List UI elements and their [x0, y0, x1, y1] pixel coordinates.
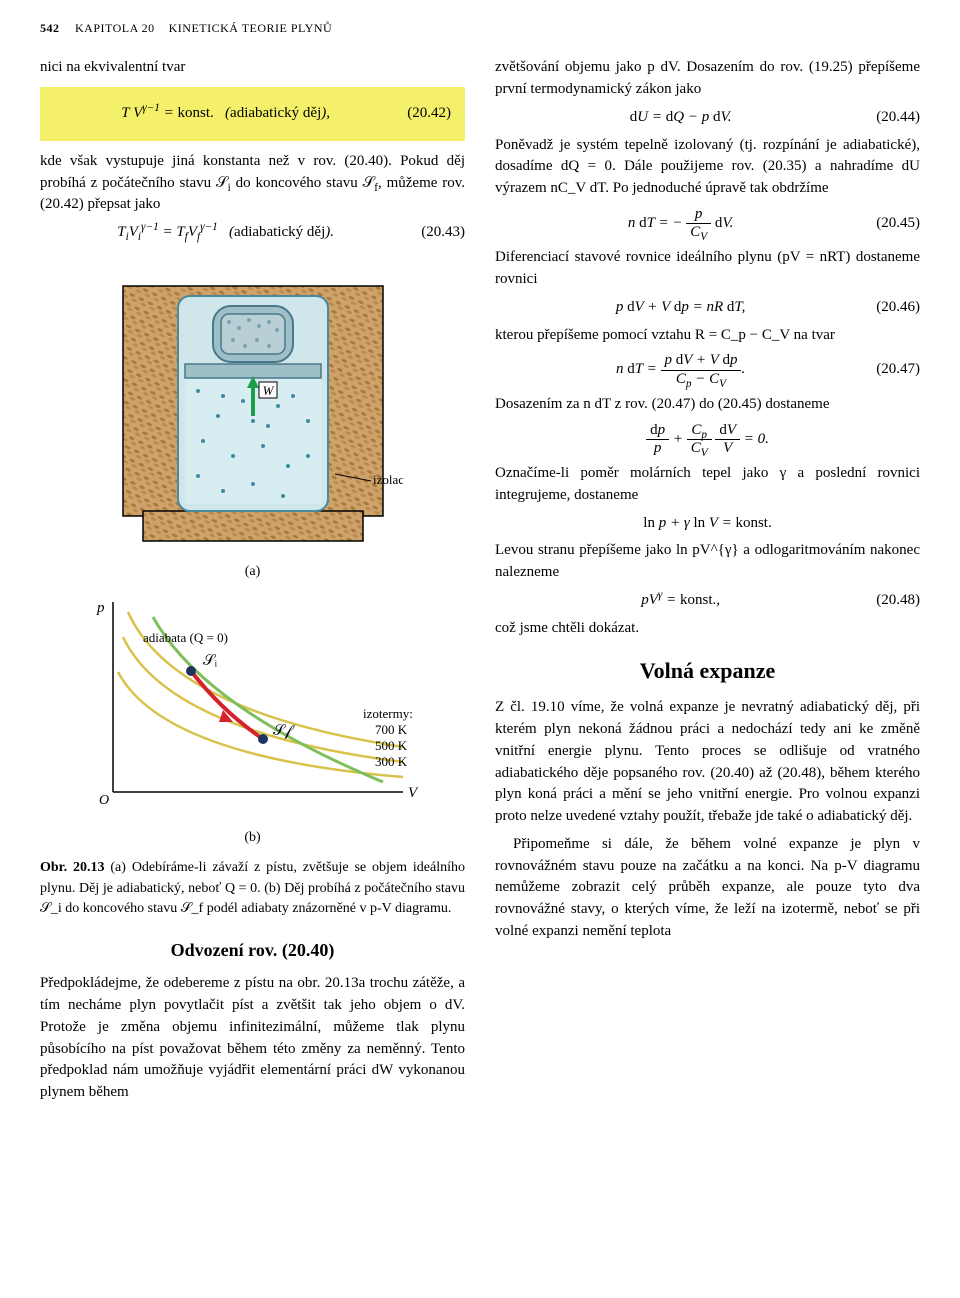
para: nici na ekvivalentní tvar — [40, 57, 465, 79]
para: Z čl. 19.10 víme, že volná expanze je ne… — [495, 697, 920, 828]
chapter-label: KAPITOLA 20 — [75, 21, 155, 35]
iso-700: 700 K — [375, 722, 408, 737]
eq-num: (20.42) — [397, 103, 451, 125]
chapter-title: KINETICKÁ TEORIE PLYNŮ — [169, 21, 333, 35]
axis-V: V — [408, 785, 419, 801]
isotherms-label: izotermy: — [363, 706, 413, 721]
para: Levou stranu přepíšeme jako ln pV^{γ} a … — [495, 540, 920, 584]
para: Předpokládejme, že odebereme z pístu na … — [40, 973, 465, 1104]
equation-20-43: TiViγ−1 = TfVfγ−1 (adiabatický děj). (20… — [40, 222, 465, 244]
para: Poněvadž je systém tepelně izolovaný (tj… — [495, 135, 920, 200]
para: kde však vystupuje jiná konstanta než v … — [40, 151, 465, 216]
iso-500: 500 K — [375, 738, 408, 753]
figure-20-13a: W izolace — [40, 256, 465, 556]
equation-20-48: pVγ = konst., (20.48) — [495, 590, 920, 612]
origin-O: O — [99, 793, 109, 808]
para: Označíme-li poměr molárních tepel jako γ… — [495, 463, 920, 507]
equation-20-45: n dT = − pCV dV. (20.45) — [495, 206, 920, 242]
iso-300: 300 K — [375, 754, 408, 769]
para: což jsme chtěli dokázat. — [495, 618, 920, 640]
eq-num: (20.43) — [411, 222, 465, 244]
para: Připomeňme si dále, že během volné expan… — [495, 834, 920, 943]
figure-caption: Obr. 20.13 (a) Odebíráme-li závaží z pís… — [40, 858, 465, 919]
state-f: 𝒮𝒻 — [273, 723, 296, 739]
equation-intermediate-A: dpp + CpCV dVV = 0. — [495, 422, 920, 458]
eq-20-42: T Vγ−1 = konst. (adiabatický děj), — [54, 103, 397, 125]
figure-b-sublabel: (b) — [40, 828, 465, 848]
equation-20-46: p dV + V dp = nR dT, (20.46) — [495, 297, 920, 319]
caption-lead: Obr. 20.13 — [40, 860, 105, 875]
para: zvětšování objemu jako p dV. Dosazením d… — [495, 57, 920, 101]
equation-20-44: dU = dQ − p dV. (20.44) — [495, 107, 920, 129]
section-heading: Odvození rov. (20.40) — [40, 937, 465, 963]
adiabata-label: adiabata (Q = 0) — [143, 630, 228, 645]
eq-num: (20.48) — [866, 590, 920, 612]
figure-20-13b: p V O adiabata (Q = 0) 𝒮ᵢ — [40, 592, 465, 822]
state-i: 𝒮ᵢ — [203, 653, 218, 669]
eq-num: (20.47) — [866, 359, 920, 381]
eq-num: (20.45) — [866, 213, 920, 235]
right-column: zvětšování objemu jako p dV. Dosazením d… — [495, 57, 920, 1110]
para: kterou přepíšeme pomocí vztahu R = C_p −… — [495, 325, 920, 347]
section-heading: Volná expanze — [495, 655, 920, 687]
para: Diferenciací stavové rovnice ideálního p… — [495, 247, 920, 291]
para: Dosazením za n dT z rov. (20.47) do (20.… — [495, 394, 920, 416]
equation-intermediate-B: ln p + γ ln V = konst. — [495, 513, 920, 535]
page-number: 542 — [40, 21, 60, 35]
eq-num: (20.44) — [866, 107, 920, 129]
equation-20-47: n dT = p dV + V dp Cp − CV . (20.47) — [495, 352, 920, 388]
eq-num: (20.46) — [866, 297, 920, 319]
label-W: W — [262, 383, 274, 398]
equation-20-42-box: T Vγ−1 = konst. (adiabatický děj), (20.4… — [40, 87, 465, 141]
label-izolace: izolace — [373, 472, 403, 487]
left-column: nici na ekvivalentní tvar T Vγ−1 = konst… — [40, 57, 465, 1110]
figure-a-sublabel: (a) — [40, 562, 465, 582]
running-header: 542 KAPITOLA 20 KINETICKÁ TEORIE PLYNŮ — [40, 20, 920, 37]
axis-p: p — [96, 600, 105, 616]
